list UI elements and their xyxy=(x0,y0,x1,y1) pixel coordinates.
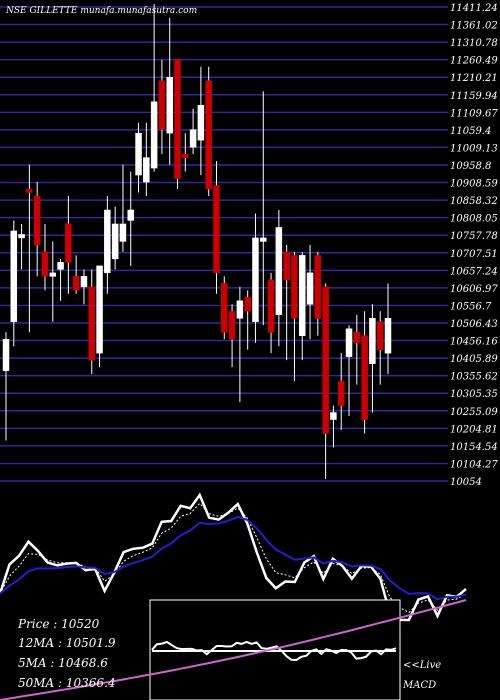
candle-up xyxy=(275,227,283,316)
y-tick-label: 10556.7 xyxy=(450,301,492,312)
candle-down xyxy=(205,80,212,190)
candle-up xyxy=(10,230,18,322)
y-tick-label: 10255.09 xyxy=(450,407,498,418)
y-tick-label: 10657.24 xyxy=(450,266,498,277)
candle-up xyxy=(298,255,306,336)
y-tick-label: 10204.81 xyxy=(450,424,498,435)
y-tick-label: 10305.35 xyxy=(450,389,498,400)
candle-up xyxy=(384,318,392,354)
candle-down xyxy=(267,279,275,333)
candles xyxy=(2,3,392,479)
candle-up xyxy=(143,157,150,183)
candle-down xyxy=(26,188,33,193)
y-tick-label: 10606.97 xyxy=(450,284,498,295)
y-tick-label: 11411.24 xyxy=(450,3,498,14)
macd-panel: <<Live MACD xyxy=(0,599,467,700)
y-tick-label: 10808.05 xyxy=(450,214,498,225)
y-tick-label: 10858.32 xyxy=(450,196,498,207)
candle-down xyxy=(353,331,361,343)
candle-down xyxy=(314,255,322,319)
y-tick-label: 10154.54 xyxy=(450,442,498,453)
candle-up xyxy=(96,265,103,354)
y-tick-label: 11260.49 xyxy=(450,56,498,67)
candle-up xyxy=(197,104,205,141)
y-tick-label: 11210.21 xyxy=(450,73,498,84)
candle-down xyxy=(361,335,368,420)
candle-down xyxy=(376,321,384,350)
y-tick-label: 11361.02 xyxy=(450,21,498,32)
candle-up xyxy=(330,412,337,420)
candle-down xyxy=(291,255,298,319)
candle-up xyxy=(127,209,134,221)
candle-up xyxy=(111,223,119,260)
candle-up xyxy=(166,77,173,134)
candle-up xyxy=(345,328,353,357)
ma-slow-line xyxy=(0,515,467,601)
macd-curve xyxy=(151,640,397,662)
candle-down xyxy=(158,80,166,130)
y-tick-label: 10104.27 xyxy=(450,459,498,470)
y-tick-label: 11310.78 xyxy=(450,38,498,49)
macd-live-label: <<Live xyxy=(403,660,441,671)
ma-long-line xyxy=(0,599,467,700)
candle-up xyxy=(80,276,88,288)
price-value: Price : 10520 xyxy=(17,617,100,631)
y-tick-label: 10958.8 xyxy=(450,161,491,172)
candle-down xyxy=(41,251,49,277)
candle-up xyxy=(306,272,314,305)
y-tick-label: 10506.43 xyxy=(450,319,498,330)
candle-up xyxy=(57,262,64,270)
y-tick-label: 11109.67 xyxy=(450,108,498,119)
candle-up xyxy=(150,101,158,169)
y-tick-label: 10405.89 xyxy=(450,354,498,365)
ma-signal-line xyxy=(0,502,467,614)
candle-down xyxy=(244,297,251,312)
candle-up xyxy=(2,338,10,371)
y-tick-label: 10707.51 xyxy=(450,249,498,260)
candle-down xyxy=(72,276,80,291)
candle-down xyxy=(174,59,181,179)
y-tick-label: 11159.94 xyxy=(450,91,498,102)
y-tick-label: 10757.78 xyxy=(450,231,498,242)
y-tick-label: 10355.62 xyxy=(450,372,498,383)
candle-down xyxy=(337,380,345,406)
candle-down xyxy=(213,185,220,274)
macd-label: MACD xyxy=(402,680,436,691)
candle-up xyxy=(369,318,376,364)
candle-up xyxy=(104,209,111,274)
candle-up xyxy=(260,237,267,242)
y-tick-label: 10456.16 xyxy=(450,337,498,348)
y-tick-label: 11059.4 xyxy=(450,126,491,137)
candle-down xyxy=(221,283,228,333)
candle-down xyxy=(228,311,236,340)
candle-up xyxy=(119,223,127,242)
candle-down xyxy=(283,251,290,281)
candle-up xyxy=(135,132,142,176)
candle-up xyxy=(252,237,259,322)
candle-down xyxy=(322,286,329,434)
candle-down xyxy=(88,286,96,361)
y-tick-label: 10054 xyxy=(450,477,482,488)
candle-down xyxy=(65,223,72,263)
ma50-value: 50MA : 10366.4 xyxy=(18,676,116,690)
y-tick-label: 10908.59 xyxy=(450,179,498,190)
candle-up xyxy=(18,234,25,239)
candle-down xyxy=(182,153,189,158)
y-axis-ticks: 11411.24 11361.02 11310.78 11260.49 11210.21… xyxy=(450,3,498,488)
candle-down xyxy=(33,195,41,246)
candle-up xyxy=(49,272,57,277)
y-tick-label: 11009.13 xyxy=(450,143,498,154)
ma5-value: 5MA : 10468.6 xyxy=(18,656,108,670)
chart-title: NSE GILLETTE munafa.munafasutra.com xyxy=(5,6,197,16)
candle-up xyxy=(189,129,197,148)
ma12-value: 12MA : 10501.9 xyxy=(18,636,116,650)
candle-up xyxy=(236,300,244,319)
info-panel: Price : 10520 12MA : 10501.9 5MA : 10468… xyxy=(17,617,116,690)
